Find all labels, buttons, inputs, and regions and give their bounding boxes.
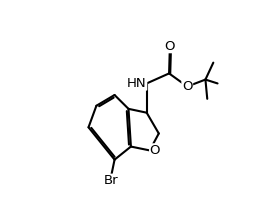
- Text: HN: HN: [127, 77, 147, 90]
- Text: O: O: [165, 40, 175, 53]
- Text: O: O: [150, 144, 160, 157]
- Text: Br: Br: [104, 174, 119, 187]
- Text: O: O: [182, 80, 193, 93]
